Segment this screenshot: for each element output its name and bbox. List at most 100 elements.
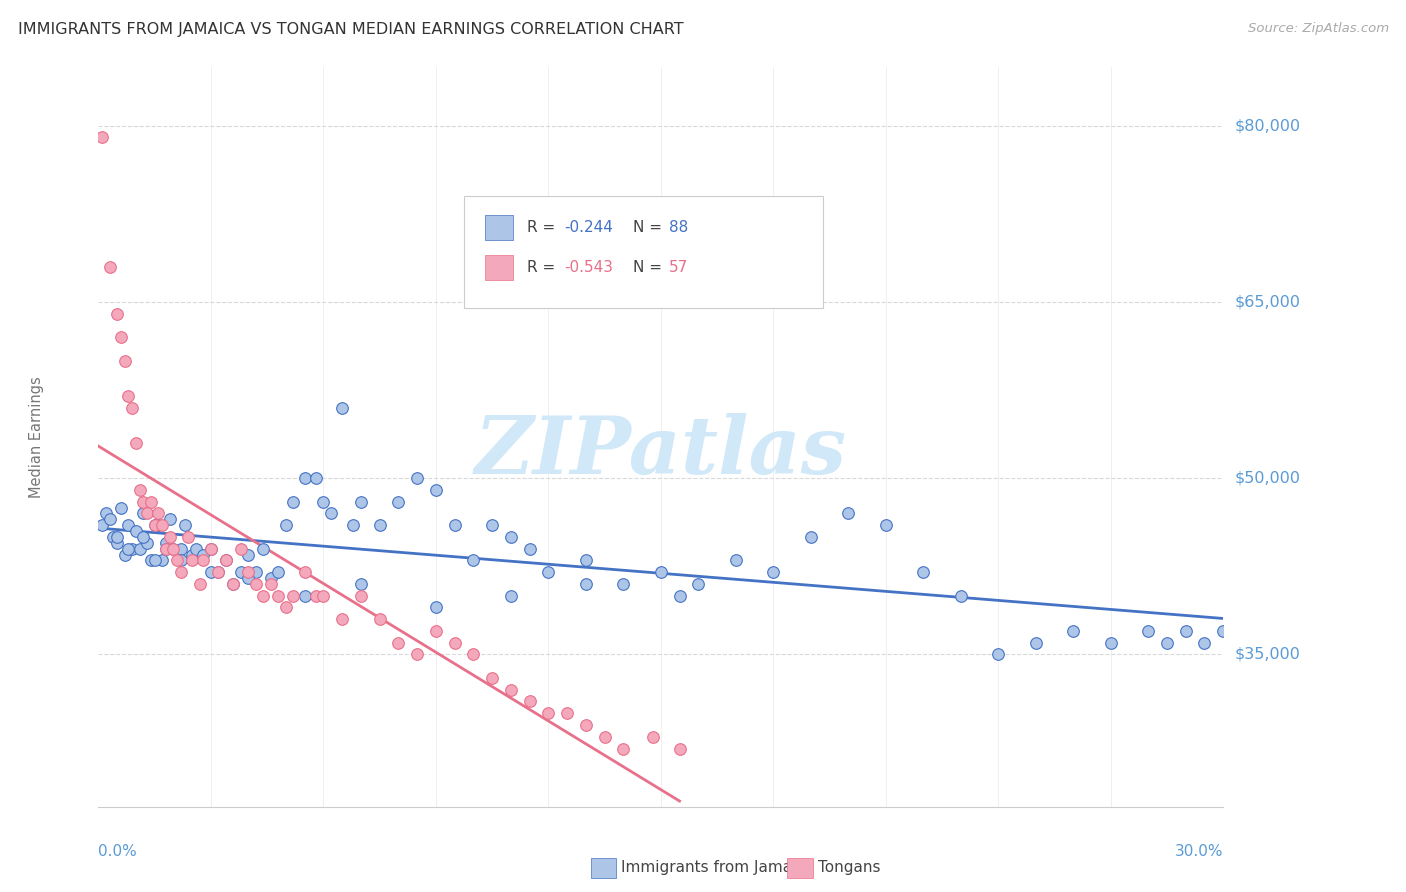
Point	[125, 524, 148, 538]
Point	[837, 507, 859, 521]
Point	[245, 577, 267, 591]
Point	[274, 518, 297, 533]
Point	[150, 553, 173, 567]
Point	[593, 730, 616, 744]
Point	[170, 553, 193, 567]
Point	[207, 566, 229, 580]
Point	[238, 566, 260, 580]
Text: Tongans: Tongans	[818, 860, 880, 874]
Point	[949, 589, 972, 603]
Point	[105, 307, 128, 321]
Point	[132, 494, 155, 508]
Point	[274, 600, 297, 615]
Point	[1062, 624, 1084, 638]
Point	[143, 518, 166, 533]
Point	[312, 589, 335, 603]
Text: -0.244: -0.244	[564, 220, 613, 235]
Point	[267, 566, 290, 580]
Point	[406, 471, 429, 485]
Point	[350, 577, 373, 591]
Point	[98, 512, 121, 526]
Point	[537, 706, 560, 721]
Point	[229, 541, 252, 556]
Point	[425, 483, 447, 497]
Point	[481, 671, 503, 685]
Point	[200, 541, 222, 556]
Point	[222, 577, 245, 591]
Point	[238, 548, 260, 562]
Point	[668, 589, 690, 603]
Point	[1099, 636, 1122, 650]
Point	[105, 536, 128, 550]
Point	[181, 553, 204, 567]
Text: R =: R =	[527, 260, 561, 275]
Point	[148, 518, 170, 533]
Point	[148, 507, 170, 521]
Point	[245, 566, 267, 580]
Point	[166, 553, 188, 567]
Point	[267, 589, 290, 603]
Point	[350, 494, 373, 508]
Text: 57: 57	[669, 260, 689, 275]
Text: R =: R =	[527, 220, 561, 235]
Point	[368, 518, 391, 533]
Point	[350, 589, 373, 603]
Point	[612, 741, 634, 756]
Point	[294, 471, 316, 485]
Point	[294, 589, 316, 603]
Point	[575, 553, 598, 567]
Point	[184, 541, 207, 556]
Point	[519, 541, 541, 556]
Point	[800, 530, 823, 544]
Point	[125, 436, 148, 450]
Point	[155, 536, 177, 550]
Point	[252, 541, 274, 556]
Point	[875, 518, 897, 533]
Point	[98, 260, 121, 274]
Text: 30.0%: 30.0%	[1175, 845, 1223, 859]
Point	[117, 389, 139, 403]
Point	[155, 541, 177, 556]
Point	[188, 577, 211, 591]
Text: N =: N =	[633, 220, 666, 235]
Point	[170, 566, 193, 580]
Point	[294, 566, 316, 580]
Point	[200, 566, 222, 580]
Point	[136, 536, 159, 550]
Point	[1156, 636, 1178, 650]
Text: N =: N =	[633, 260, 666, 275]
Point	[1212, 624, 1234, 638]
Point	[170, 541, 193, 556]
Point	[94, 507, 117, 521]
Point	[987, 648, 1010, 662]
Text: Median Earnings: Median Earnings	[30, 376, 44, 498]
Point	[612, 577, 634, 591]
Point	[1025, 636, 1047, 650]
Point	[143, 518, 166, 533]
Point	[260, 577, 283, 591]
Text: $50,000: $50,000	[1234, 471, 1301, 486]
Point	[1174, 624, 1197, 638]
Point	[128, 541, 150, 556]
Point	[91, 130, 114, 145]
Point	[173, 518, 195, 533]
Point	[139, 553, 162, 567]
Point	[117, 541, 139, 556]
Point	[387, 636, 409, 650]
Point	[181, 548, 204, 562]
Point	[260, 571, 283, 585]
Point	[143, 553, 166, 567]
Point	[406, 648, 429, 662]
Point	[215, 553, 238, 567]
Point	[139, 494, 162, 508]
Point	[132, 530, 155, 544]
Text: Immigrants from Jamaica: Immigrants from Jamaica	[621, 860, 814, 874]
Point	[319, 507, 342, 521]
Point	[643, 730, 665, 744]
Point	[330, 401, 353, 415]
Text: ZIPatlas: ZIPatlas	[475, 413, 846, 491]
Point	[159, 512, 181, 526]
Point	[575, 577, 598, 591]
Point	[575, 718, 598, 732]
Point	[215, 553, 238, 567]
